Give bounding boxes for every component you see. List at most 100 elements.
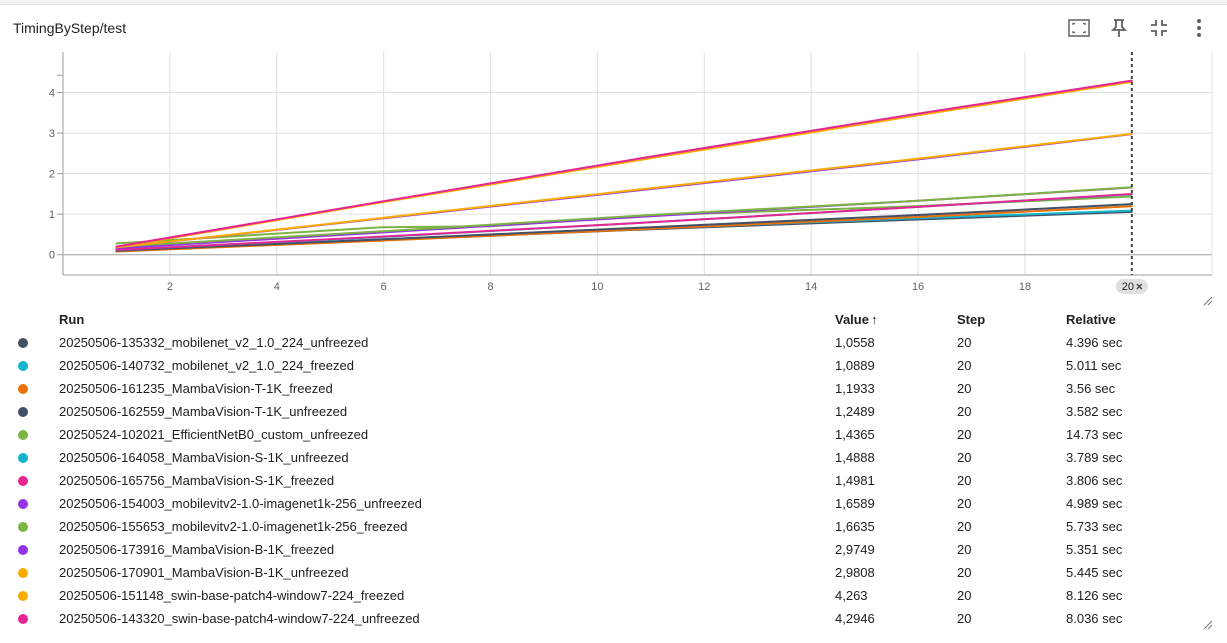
chart-frame <box>62 52 1213 276</box>
collapse-icon <box>1151 20 1167 36</box>
fit-domain-icon <box>1068 19 1090 37</box>
close-icon[interactable] <box>1136 283 1143 290</box>
table-row[interactable]: 20250506-140732_mobilenet_v2_1.0_224_fre… <box>0 354 1206 377</box>
run-color-dot <box>18 429 28 440</box>
run-color-dot <box>18 590 28 601</box>
run-color-dot <box>18 406 28 417</box>
run-value-cell: 1,0889 <box>835 358 875 373</box>
run-relative-cell: 5.011 sec <box>1066 358 1122 373</box>
run-value-cell: 1,4365 <box>835 427 875 442</box>
pin-button[interactable] <box>1099 14 1139 42</box>
fit-domain-button[interactable] <box>1059 14 1099 42</box>
run-color-dot <box>18 360 28 371</box>
run-color-cell <box>0 446 59 469</box>
table-row[interactable]: 20250506-151148_swin-base-patch4-window7… <box>0 584 1206 607</box>
table-row[interactable]: 20250506-165756_MambaVision-S-1K_freezed… <box>0 469 1206 492</box>
run-step-cell: 20 <box>957 427 972 442</box>
run-value-cell: 1,2489 <box>835 404 875 419</box>
table-row[interactable]: 20250506-173916_MambaVision-B-1K_freezed… <box>0 538 1206 561</box>
x-tick-label: 2 <box>167 281 173 293</box>
card-title: TimingByStep/test <box>13 20 127 36</box>
run-value-cell: 4,263 <box>835 588 868 603</box>
run-relative-cell: 5.445 sec <box>1066 565 1123 580</box>
run-color-dot <box>18 567 28 578</box>
data-table: Run Value ↑ Step Relative 20250506-135332… <box>0 307 1227 630</box>
run-value-cell: 1,0558 <box>835 335 875 350</box>
run-name-cell: 20250506-155653_mobilevitv2-1.0-imagenet… <box>59 519 408 534</box>
run-value-cell: 1,4981 <box>835 473 875 488</box>
header-run[interactable]: Run <box>59 311 85 327</box>
run-color-cell <box>0 515 59 538</box>
run-color-dot <box>18 337 28 348</box>
table-row[interactable]: 20250506-161235_MambaVision-T-1K_freezed… <box>0 377 1206 400</box>
top-rule <box>0 0 1227 5</box>
chart-area[interactable]: 2 4 6 8 10 12 14 16 18 0 1 2 3 4 20 <box>0 44 1227 304</box>
run-relative-cell: 3.56 sec <box>1066 381 1116 396</box>
run-step-cell: 20 <box>957 565 972 580</box>
table-row[interactable]: 20250506-143320_swin-base-patch4-window7… <box>0 607 1206 630</box>
table-row[interactable]: 20250506-170901_MambaVision-B-1K_unfreez… <box>0 561 1206 584</box>
step-cursor: 20 <box>1115 52 1148 294</box>
run-name-cell: 20250506-162559_MambaVision-T-1K_unfreez… <box>59 404 348 419</box>
run-color-cell <box>0 354 59 377</box>
run-step-cell: 20 <box>957 404 972 419</box>
run-step-cell: 20 <box>957 335 972 350</box>
table-resize-handle[interactable] <box>1203 620 1213 630</box>
run-color-cell <box>0 538 59 561</box>
run-step-cell: 20 <box>957 358 972 373</box>
table-row[interactable]: 20250524-102021_EfficientNetB0_custom_un… <box>0 423 1206 446</box>
run-relative-cell: 3.806 sec <box>1066 473 1123 488</box>
table-body: 20250506-135332_mobilenet_v2_1.0_224_unf… <box>0 331 1206 630</box>
run-relative-cell: 5.733 sec <box>1066 519 1123 534</box>
pin-icon <box>1111 19 1127 37</box>
run-step-cell: 20 <box>957 450 972 465</box>
table-row[interactable]: 20250506-162559_MambaVision-T-1K_unfreez… <box>0 400 1206 423</box>
more-button[interactable] <box>1179 14 1219 42</box>
run-step-cell: 20 <box>957 542 972 557</box>
table-header-row: Run Value ↑ Step Relative <box>0 307 1206 331</box>
run-value-cell: 1,1933 <box>835 381 875 396</box>
run-relative-cell: 5.351 sec <box>1066 542 1123 557</box>
run-relative-cell: 3.789 sec <box>1066 450 1123 465</box>
header-step[interactable]: Step <box>957 311 986 327</box>
series-line <box>115 132 1133 249</box>
y-tick-label: 0 <box>49 250 55 262</box>
run-relative-cell: 8.126 sec <box>1066 588 1123 603</box>
run-color-cell <box>0 331 59 354</box>
run-relative-cell: 4.396 sec <box>1066 335 1123 350</box>
run-value-cell: 1,6589 <box>835 496 875 511</box>
run-name-cell: 20250506-164058_MambaVision-S-1K_unfreez… <box>59 450 349 465</box>
table-row[interactable]: 20250506-164058_MambaVision-S-1K_unfreez… <box>0 446 1206 469</box>
run-step-cell: 20 <box>957 473 972 488</box>
table-row[interactable]: 20250506-154003_mobilevitv2-1.0-imagenet… <box>0 492 1206 515</box>
run-relative-cell: 3.582 sec <box>1066 404 1123 419</box>
run-value-cell: 2,9749 <box>835 542 875 557</box>
run-value-cell: 4,2946 <box>835 611 875 626</box>
y-tick-label: 2 <box>49 169 55 181</box>
run-color-dot <box>18 613 28 624</box>
series-line <box>115 203 1133 252</box>
series-line <box>115 205 1133 253</box>
x-tick-label: 14 <box>805 281 817 293</box>
header-relative[interactable]: Relative <box>1066 311 1116 327</box>
header-value[interactable]: Value ↑ <box>835 307 957 331</box>
run-name-cell: 20250506-161235_MambaVision-T-1K_freezed <box>59 381 333 396</box>
table-row[interactable]: 20250506-155653_mobilevitv2-1.0-imagenet… <box>0 515 1206 538</box>
run-name-cell: 20250506-173916_MambaVision-B-1K_freezed <box>59 542 335 557</box>
run-color-dot <box>18 475 28 486</box>
table-row[interactable]: 20250506-135332_mobilenet_v2_1.0_224_unf… <box>0 331 1206 354</box>
run-step-cell: 20 <box>957 381 972 396</box>
run-value-cell: 1,4888 <box>835 450 875 465</box>
run-name-cell: 20250506-151148_swin-base-patch4-window7… <box>59 588 405 603</box>
run-name-cell: 20250506-143320_swin-base-patch4-window7… <box>59 611 420 626</box>
run-color-cell <box>0 469 59 492</box>
y-tick-label: 3 <box>49 128 55 140</box>
x-tick-label: 16 <box>912 281 924 293</box>
series-line <box>115 193 1133 251</box>
run-step-cell: 20 <box>957 611 972 626</box>
chart-resize-handle[interactable] <box>1203 296 1213 306</box>
header-value-label: Value <box>835 311 869 327</box>
collapse-button[interactable] <box>1139 14 1179 42</box>
run-step-cell: 20 <box>957 519 972 534</box>
